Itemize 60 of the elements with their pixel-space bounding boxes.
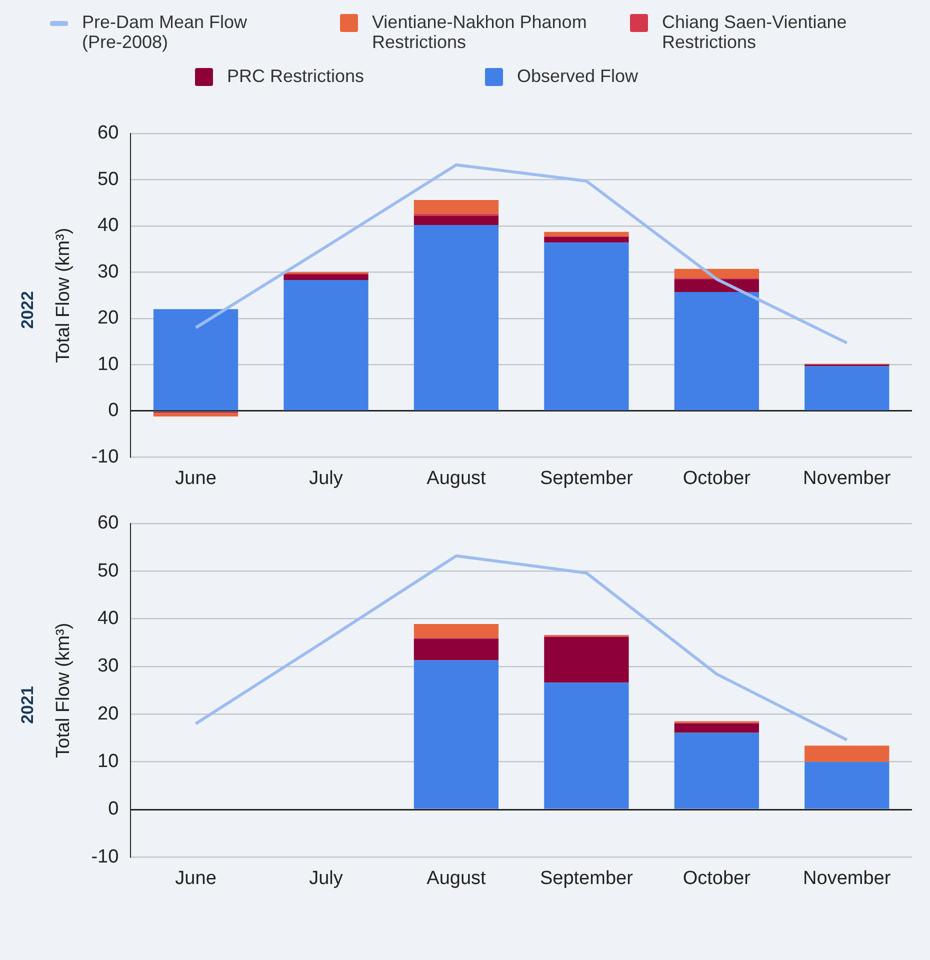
bar	[153, 413, 238, 416]
y-tick-label: 20	[98, 703, 119, 724]
y-tick-label: 40	[98, 608, 119, 630]
y-axis-title: Total Flow (km³)	[53, 622, 74, 758]
x-tick-label: September	[540, 468, 634, 489]
bar	[804, 366, 890, 410]
x-tick-label: July	[309, 468, 344, 489]
bar	[284, 280, 368, 410]
x-tick-label: June	[175, 468, 216, 489]
bar	[544, 636, 629, 683]
bar	[153, 309, 238, 410]
x-tick-label: October	[682, 468, 752, 489]
bar	[804, 746, 890, 762]
x-tick-label: September	[540, 868, 634, 889]
bar	[284, 274, 368, 280]
legend-label: PRC Restrictions	[227, 66, 364, 86]
bar	[674, 279, 759, 292]
y-tick-label: 30	[98, 656, 119, 677]
y-tick-label: -10	[91, 446, 119, 468]
y-tick-label: 50	[98, 168, 119, 190]
bar	[414, 660, 499, 809]
y-tick-label: 10	[98, 354, 119, 375]
y-tick-label: 60	[98, 122, 119, 144]
bar	[414, 200, 499, 214]
legend-label: Chiang Saen-Vientiane Restrictions	[662, 12, 848, 52]
x-tick-label: August	[426, 468, 487, 489]
text: 2021	[18, 686, 37, 724]
y-tick-label: 30	[98, 261, 119, 282]
bar	[544, 242, 629, 410]
legend-label: Pre-Dam Mean Flow (Pre-2008)	[82, 12, 248, 52]
y-tick-label: -10	[91, 846, 119, 868]
y-tick-label: 0	[108, 798, 119, 820]
x-tick-label: July	[309, 868, 344, 889]
bar	[414, 638, 499, 660]
x-tick-label: June	[175, 868, 216, 889]
x-tick-label: November	[803, 468, 892, 489]
bar	[544, 232, 629, 236]
y-axis-title: Total Flow (km³)	[53, 228, 74, 363]
bar	[544, 237, 629, 243]
x-tick-label: November	[803, 868, 892, 889]
y-tick-label: 0	[108, 400, 119, 422]
y-tick-label: 20	[98, 308, 119, 329]
bar	[674, 723, 759, 733]
x-tick-label: October	[682, 868, 752, 889]
bar	[414, 216, 499, 225]
legend-label: Vientiane-Nakhon Phanom Restrictions	[372, 12, 588, 52]
bar	[414, 224, 499, 410]
bar	[804, 762, 890, 809]
text: 2022	[18, 291, 37, 329]
y-tick-label: 60	[98, 512, 119, 534]
bar	[674, 732, 759, 809]
bar	[674, 292, 759, 410]
bar	[544, 682, 629, 809]
legend-label: Observed Flow	[517, 66, 638, 86]
bar	[414, 624, 499, 638]
x-tick-label: August	[426, 868, 487, 889]
y-tick-label: 10	[98, 751, 119, 772]
bar	[674, 268, 759, 278]
y-tick-label: 50	[98, 560, 119, 582]
y-tick-label: 40	[98, 215, 119, 236]
